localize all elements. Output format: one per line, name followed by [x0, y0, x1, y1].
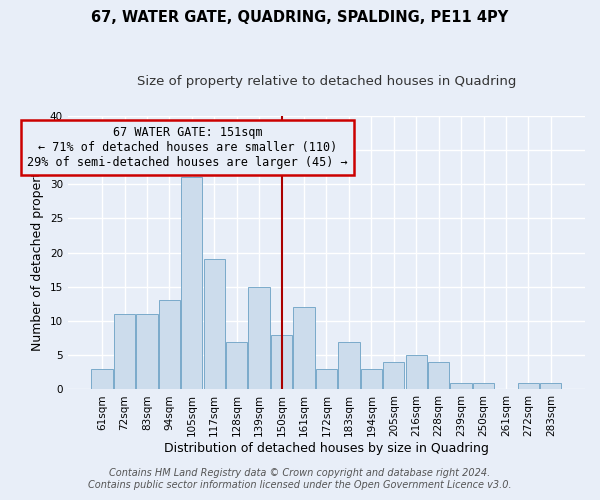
Bar: [540, 382, 562, 390]
Bar: [226, 342, 247, 390]
Bar: [114, 314, 135, 390]
Bar: [518, 382, 539, 390]
Text: 67, WATER GATE, QUADRING, SPALDING, PE11 4PY: 67, WATER GATE, QUADRING, SPALDING, PE11…: [91, 10, 509, 25]
Bar: [181, 177, 202, 390]
Bar: [361, 369, 382, 390]
Bar: [338, 342, 359, 390]
Bar: [203, 260, 225, 390]
Bar: [383, 362, 404, 390]
Text: 67 WATER GATE: 151sqm
← 71% of detached houses are smaller (110)
29% of semi-det: 67 WATER GATE: 151sqm ← 71% of detached …: [27, 126, 347, 169]
Title: Size of property relative to detached houses in Quadring: Size of property relative to detached ho…: [137, 75, 516, 88]
Bar: [316, 369, 337, 390]
X-axis label: Distribution of detached houses by size in Quadring: Distribution of detached houses by size …: [164, 442, 489, 455]
Bar: [136, 314, 158, 390]
Bar: [428, 362, 449, 390]
Bar: [406, 355, 427, 390]
Bar: [248, 286, 270, 390]
Bar: [293, 308, 314, 390]
Y-axis label: Number of detached properties: Number of detached properties: [31, 154, 44, 351]
Bar: [473, 382, 494, 390]
Bar: [91, 369, 113, 390]
Bar: [271, 334, 292, 390]
Text: Contains HM Land Registry data © Crown copyright and database right 2024.
Contai: Contains HM Land Registry data © Crown c…: [88, 468, 512, 490]
Bar: [159, 300, 180, 390]
Bar: [451, 382, 472, 390]
